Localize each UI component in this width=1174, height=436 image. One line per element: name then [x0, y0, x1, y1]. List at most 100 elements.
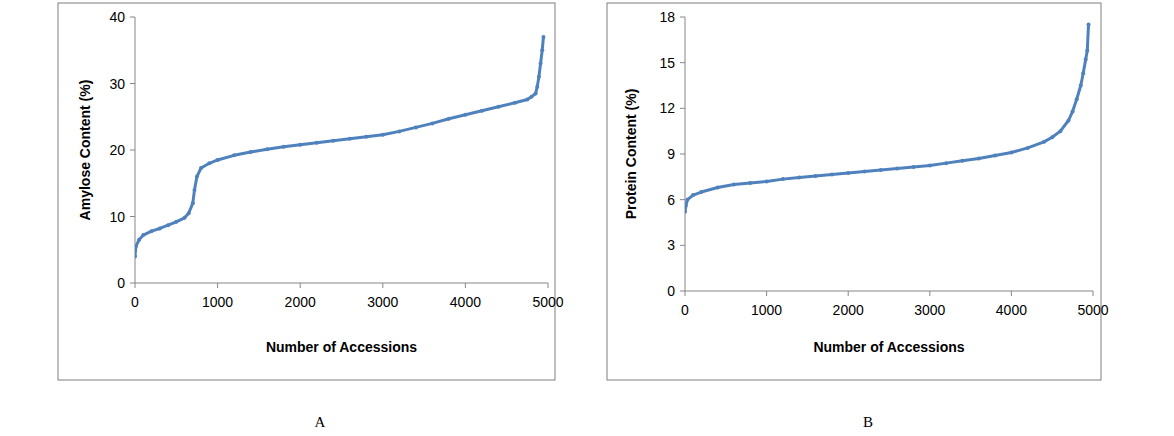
data-point: [513, 101, 517, 105]
data-point: [879, 168, 883, 172]
data-point: [282, 145, 286, 149]
chart-frame: [607, 3, 1101, 380]
x-tick: [382, 283, 383, 288]
data-point: [137, 238, 141, 242]
data-point: [685, 198, 689, 202]
x-tick: [929, 291, 930, 296]
chart-panel: 0369121518010002000300040005000Number of…: [607, 3, 1109, 380]
y-tick: [130, 17, 135, 18]
data-point: [1067, 119, 1071, 123]
data-point: [765, 179, 769, 183]
data-point: [135, 244, 138, 248]
x-tick-label: 5000: [532, 294, 563, 310]
data-point: [534, 91, 538, 95]
data-point: [348, 137, 352, 141]
y-tick-label: 6: [667, 192, 675, 208]
x-tick: [766, 291, 767, 296]
y-tick-label: 15: [659, 55, 675, 71]
x-tick: [135, 283, 136, 288]
data-point: [1075, 97, 1079, 101]
data-line: [135, 37, 543, 256]
x-tick-label: 3000: [367, 294, 398, 310]
data-point: [195, 175, 199, 179]
y-tick: [130, 216, 135, 217]
x-tick: [465, 283, 466, 288]
x-tick: [548, 283, 549, 288]
data-point: [529, 95, 533, 99]
y-tick-label: 10: [109, 209, 125, 225]
x-axis: [685, 291, 1093, 292]
y-tick: [680, 154, 685, 155]
y-tick-label: 0: [117, 275, 125, 291]
x-tick: [848, 291, 849, 296]
x-tick-label: 4000: [450, 294, 481, 310]
y-tick-label: 0: [667, 283, 675, 299]
x-tick: [1011, 291, 1012, 296]
x-axis-title: Number of Accessions: [813, 339, 964, 355]
data-point: [541, 35, 545, 39]
data-point: [685, 210, 687, 214]
y-tick-label: 9: [667, 146, 675, 162]
y-axis-title: Amylose Content (%): [77, 80, 93, 221]
data-point: [199, 166, 203, 170]
data-point: [447, 117, 451, 121]
data-point: [1058, 129, 1062, 133]
data-point: [732, 182, 736, 186]
data-point: [141, 233, 145, 237]
data-point: [232, 153, 236, 157]
data-point: [191, 201, 195, 205]
data-point: [265, 147, 269, 151]
figure: 010203040010002000300040005000Number of …: [0, 0, 1174, 436]
x-tick-label: 0: [131, 294, 139, 310]
x-tick-label: 3000: [914, 302, 945, 318]
data-point: [496, 105, 500, 109]
data-point: [1050, 135, 1054, 139]
x-tick: [217, 283, 218, 288]
data-point: [928, 163, 932, 167]
data-point: [1071, 109, 1075, 113]
data-line: [685, 25, 1089, 212]
data-point: [364, 135, 368, 139]
data-point: [781, 177, 785, 181]
data-point: [525, 97, 529, 101]
data-point: [691, 193, 695, 197]
data-point: [993, 154, 997, 158]
data-point: [699, 190, 703, 194]
data-point: [1081, 71, 1085, 75]
chart-panel: 010203040010002000300040005000Number of …: [58, 3, 564, 380]
chart-frame: [58, 3, 555, 380]
data-layer: [135, 35, 545, 258]
data-point: [1079, 84, 1083, 88]
data-point: [463, 113, 467, 117]
x-tick: [685, 291, 686, 296]
data-point: [540, 48, 544, 52]
data-point: [716, 185, 720, 189]
y-tick-label: 12: [659, 100, 675, 116]
data-point: [150, 229, 154, 233]
y-tick-label: 3: [667, 237, 675, 253]
data-point: [381, 133, 385, 137]
x-tick: [1093, 291, 1094, 296]
y-tick: [130, 150, 135, 151]
y-tick: [130, 283, 135, 284]
y-tick-label: 18: [659, 9, 675, 25]
data-point: [207, 161, 211, 165]
data-point: [249, 150, 253, 154]
data-point: [216, 158, 220, 162]
y-tick-label: 30: [109, 76, 125, 92]
data-point: [331, 139, 335, 143]
data-point: [960, 159, 964, 163]
data-point: [797, 176, 801, 180]
x-tick-label: 2000: [833, 302, 864, 318]
x-tick-label: 2000: [285, 294, 316, 310]
data-point: [1087, 23, 1091, 27]
data-point: [315, 141, 319, 145]
y-tick: [680, 291, 685, 292]
panel-label: A: [315, 414, 326, 430]
data-point: [1026, 146, 1030, 150]
y-axis-title: Protein Content (%): [623, 89, 639, 220]
panel-label: B: [863, 414, 873, 430]
data-point: [166, 223, 170, 227]
data-point: [863, 170, 867, 174]
data-point: [1084, 58, 1088, 62]
